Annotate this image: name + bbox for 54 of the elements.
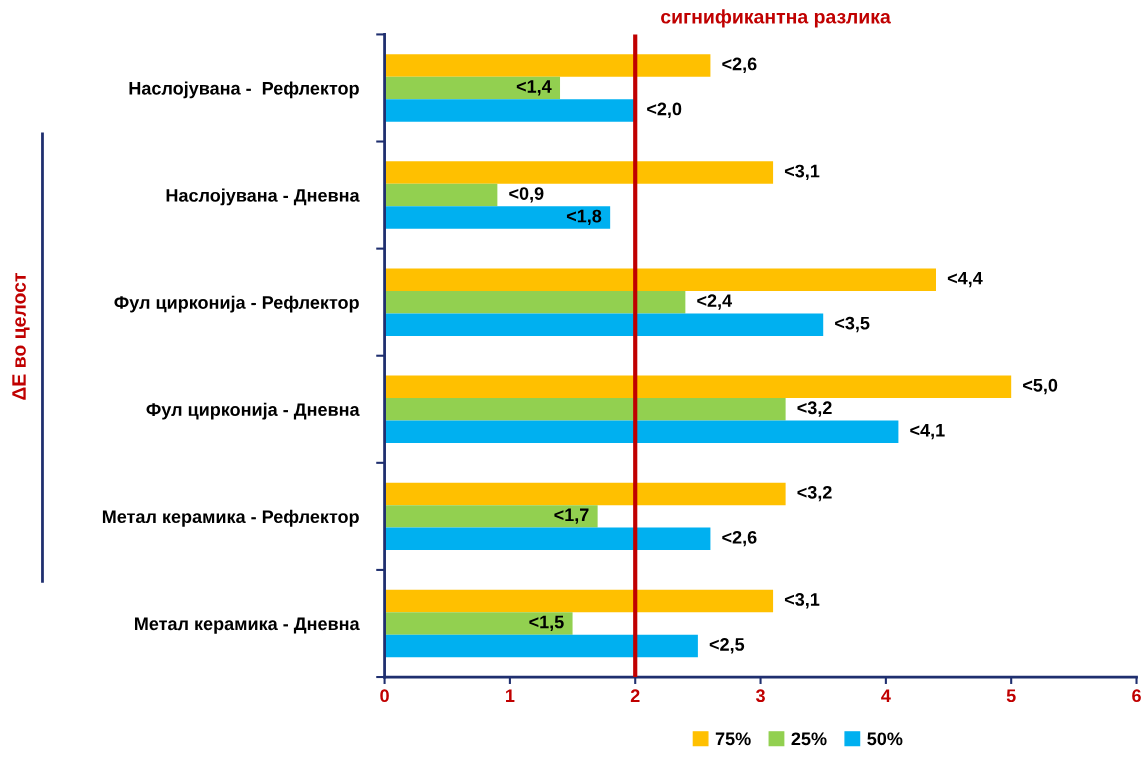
- data-label: <3,2: [797, 485, 832, 502]
- bar: [384, 420, 899, 444]
- x-tick-label: 4: [881, 689, 891, 702]
- bar: [384, 183, 498, 207]
- bar: [384, 612, 573, 635]
- legend-label: 25%: [791, 732, 827, 746]
- legend-label: 75%: [715, 732, 751, 746]
- data-label: <1,7: [554, 508, 589, 524]
- data-label: <1,5: [529, 615, 564, 631]
- data-label: <3,1: [784, 593, 820, 609]
- bar: [384, 634, 698, 658]
- legend-label: 50%: [867, 732, 903, 746]
- bar: [384, 398, 786, 421]
- x-tick-label: 1: [506, 689, 515, 702]
- bar: [384, 290, 686, 314]
- bar: [384, 589, 774, 613]
- data-label: <3,1: [784, 164, 820, 181]
- y-tick-label: Метал керамика - Дневна: [135, 617, 360, 634]
- data-label: <2,6: [722, 57, 757, 73]
- data-label: <4,4: [947, 271, 983, 288]
- bar: [384, 313, 824, 336]
- x-tick-label: 0: [380, 689, 389, 703]
- data-label: <3,5: [835, 316, 870, 333]
- data-label: <4,1: [910, 424, 945, 440]
- y-axis-title: ΔE во целост: [12, 273, 30, 400]
- bar: [384, 161, 774, 184]
- bar: [384, 375, 1012, 399]
- data-label: <2,6: [722, 530, 757, 547]
- bar: [384, 54, 711, 77]
- bar: [384, 76, 561, 100]
- bar: [384, 206, 611, 229]
- data-label: <1,8: [566, 209, 602, 226]
- x-tick-label: 5: [1006, 689, 1016, 703]
- data-label: <1,4: [516, 80, 552, 96]
- data-label: <5,0: [1023, 378, 1058, 395]
- bar: [384, 268, 936, 291]
- y-tick-label: Метал керамика - Рефлектор: [102, 509, 359, 527]
- y-tick-label: Фул циркониja - Дневна: [146, 402, 360, 420]
- ref-line-label: сигнификантна разлика: [661, 9, 891, 28]
- data-label: <2,5: [709, 638, 745, 654]
- y-tick-label: Наслојувана - Рефлектор: [129, 81, 359, 99]
- x-tick-label: 2: [630, 689, 640, 702]
- x-tick-label: 6: [1132, 689, 1141, 703]
- bar: [384, 527, 711, 551]
- bar: [384, 99, 636, 122]
- data-label: <2,4: [697, 294, 733, 310]
- data-label: <3,2: [797, 401, 832, 417]
- bar: [384, 505, 598, 528]
- bar: [384, 482, 786, 506]
- x-tick-label: 3: [755, 689, 765, 703]
- y-tick-label: Фул циркониja - Рефлектор: [114, 295, 359, 313]
- y-tick-label: Наслојувана - Дневна: [166, 188, 360, 206]
- data-label: <0,9: [509, 187, 544, 203]
- data-label: <2,0: [647, 102, 682, 118]
